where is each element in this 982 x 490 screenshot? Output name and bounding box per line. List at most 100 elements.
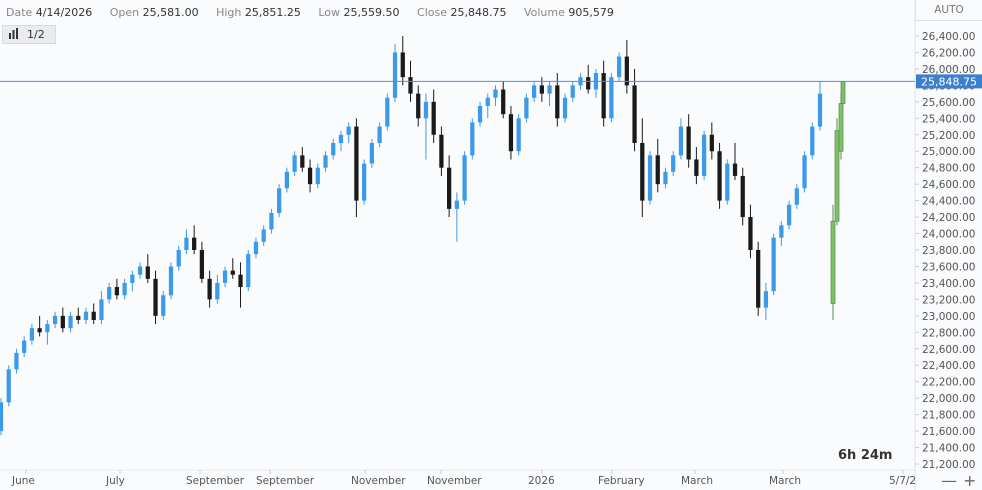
time-tick-label: July [105,475,125,487]
candle-body [454,200,459,209]
time-tick-label: February [598,475,645,487]
zoom-in-button[interactable]: + [963,471,977,490]
high-label: High [216,6,242,19]
candle-body [29,328,35,341]
candle-body [601,73,606,119]
candle-body [68,315,73,329]
ohlc-info-bar: Date 4/14/2026 Open 25,581.00 High 25,85… [6,6,628,19]
time-tick-label: 2026 [528,475,555,487]
price-tick-label: 24,600.00 [922,179,975,191]
last-price-tag [916,74,982,89]
candle-body [145,266,150,279]
price-tick-label: 26,000.00 [922,64,975,76]
current-bar-body [840,81,846,104]
price-tick-label: 23,200.00 [922,294,975,306]
candle-body [763,291,769,308]
price-tick-label: 21,800.00 [922,410,975,422]
candle-body [810,126,815,156]
candle-body [570,85,575,98]
current-bar-body [838,103,844,152]
candle-body [516,118,521,152]
time-tick-label: September [256,475,315,487]
time-tick-label: 5/7/2 [889,475,916,487]
candle-body [91,311,96,320]
candle-body [647,155,653,201]
candle-body [694,159,699,176]
candle-body [794,188,799,205]
last-price-label: 25,848.75 [921,75,977,88]
candle-body [771,237,776,292]
high-value: 25,851.25 [244,6,301,19]
candle-body [586,77,591,90]
zoom-out-button[interactable]: — [941,471,957,490]
candle-body [99,299,104,320]
candle-body [385,97,390,127]
time-tick-label: November [427,475,482,487]
price-tick-label: 24,000.00 [922,229,975,241]
open-value: 25,581.00 [142,6,199,19]
price-tick-label: 26,400.00 [922,31,975,43]
candle-body [199,250,205,279]
price-tick-label: 22,800.00 [922,327,975,339]
candle-body [501,89,506,115]
price-tick-label: 24,200.00 [922,212,975,224]
candle-body [369,143,374,164]
candle-body [52,315,58,325]
candle-body [756,250,761,308]
chart-type-button[interactable]: 1/2 [2,25,56,44]
candle-body [423,101,429,119]
candle-body [153,278,158,316]
candle-body [802,155,807,189]
candle-body [307,167,313,185]
candle-body [6,369,11,403]
price-tick-label: 25,000.00 [922,146,975,158]
auto-scale-button[interactable]: AUTO [915,0,982,21]
time-tick-label: March [681,475,713,487]
candle-body [408,77,413,94]
candle-body [137,266,143,275]
candle-body [678,126,684,156]
candle-body [531,85,537,98]
bar-chart-icon [8,27,19,42]
time-tick-label: September [186,475,245,487]
candle-body [748,217,753,250]
candle-body [292,155,297,172]
candle-body [176,250,181,267]
low-value: 25,559.50 [343,6,400,19]
candle-body [493,89,498,98]
candle-body [470,122,475,156]
candle-body [786,204,792,226]
candle-body [45,324,50,333]
candle-body [354,126,359,201]
candle-body [817,93,823,127]
price-tick-label: 25,200.00 [922,130,975,142]
price-tick-label: 23,600.00 [922,261,975,273]
candle-body [462,155,467,201]
volume-value: 905,579 [568,6,614,19]
price-tick-label: 21,600.00 [922,426,975,438]
date-value: 4/14/2026 [35,6,93,19]
time-tick-label: November [351,475,406,487]
candle-body [439,134,444,168]
candle-body [779,225,784,238]
candles-group [0,36,846,436]
candle-body [338,134,344,143]
price-tick-label: 23,000.00 [922,311,975,323]
price-tick-label: 25,600.00 [922,97,975,109]
candle-body [300,155,305,168]
candle-body [22,340,27,353]
candle-body [477,105,483,123]
price-tick-label: 21,400.00 [922,443,975,455]
candle-body [616,56,622,78]
candle-body [253,241,259,255]
price-tick-label: 22,600.00 [922,344,975,356]
price-tick-label: 22,400.00 [922,360,975,372]
candle-body [524,97,529,119]
candle-body [277,188,282,213]
candle-body [555,85,560,119]
price-axis: 26,400.0026,200.0026,000.0025,800.0025,6… [915,31,975,471]
open-label: Open [109,6,140,19]
candle-body [539,85,544,94]
price-tick-label: 21,200.00 [922,459,975,471]
